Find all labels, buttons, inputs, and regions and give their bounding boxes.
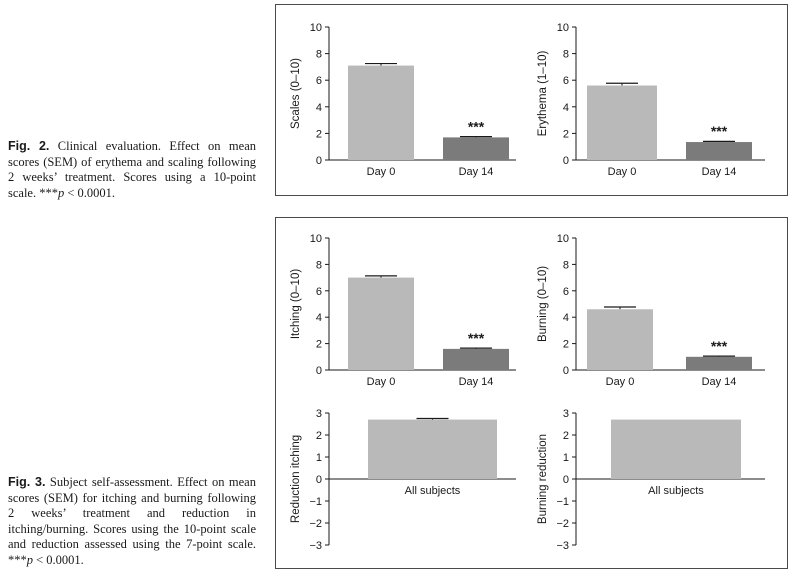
figure-3-caption: Fig. 3. Subject self-assessment. Effect … xyxy=(8,475,256,568)
y-tick-label: 10 xyxy=(557,22,569,34)
y-tick-label: 4 xyxy=(563,102,569,114)
y-tick-label: 2 xyxy=(316,339,322,351)
y-axis-label: Reduction itching xyxy=(290,435,302,523)
y-tick-label: −1 xyxy=(309,496,322,508)
y-tick-label: 8 xyxy=(316,49,322,61)
figure-2-caption: Fig. 2. Clinical evaluation. Effect on m… xyxy=(8,139,256,201)
figure-2-caption-tail: < 0.0001. xyxy=(64,185,116,200)
y-axis-label: Burning (0–10) xyxy=(537,266,549,342)
y-tick-label: 1 xyxy=(563,452,569,464)
figure-3-label: Fig. 3. xyxy=(8,475,46,489)
y-tick-label: 6 xyxy=(563,286,569,298)
significance-marker: *** xyxy=(468,118,485,134)
category-label: Day 14 xyxy=(702,166,737,178)
y-tick-label: 10 xyxy=(557,233,569,245)
y-tick-label: 1 xyxy=(316,452,322,464)
significance-marker: *** xyxy=(711,123,728,139)
y-tick-label: 0 xyxy=(316,474,322,486)
scales-chart: 0 2 4 6 8 10 Scales (0–10) Day 0 *** Day 14 xyxy=(290,22,516,178)
category-label: Day 0 xyxy=(367,166,396,178)
y-tick-label: 10 xyxy=(310,22,322,34)
y-tick-label: 3 xyxy=(563,408,569,420)
bar xyxy=(443,137,509,160)
significance-marker: *** xyxy=(711,338,728,354)
y-tick-label: 0 xyxy=(316,365,322,377)
y-tick-label: 0 xyxy=(563,155,569,167)
figure-3-p-symbol: p xyxy=(26,552,33,567)
bar xyxy=(348,65,414,160)
bar xyxy=(368,419,497,479)
y-tick-label: −1 xyxy=(556,496,569,508)
bar xyxy=(587,85,657,160)
category-label: Day 14 xyxy=(459,166,494,178)
bar xyxy=(587,309,653,370)
bar xyxy=(611,419,741,479)
y-axis-label: Erythema (1–10) xyxy=(537,51,549,137)
y-tick-label: 4 xyxy=(563,312,569,324)
y-tick-label: 10 xyxy=(310,233,322,245)
figure-3-panel xyxy=(275,217,788,569)
category-label: All subjects xyxy=(648,485,704,497)
reduction-itching-chart: −3 −2 −1 0 1 2 3 Reduction itching All subjects xyxy=(290,408,516,552)
bar xyxy=(686,142,752,160)
y-tick-label: −2 xyxy=(556,518,569,530)
bar xyxy=(686,356,752,370)
y-tick-label: 8 xyxy=(563,49,569,61)
y-tick-label: 2 xyxy=(316,430,322,442)
category-label: Day 0 xyxy=(606,376,635,388)
y-tick-label: 4 xyxy=(316,102,322,114)
category-label: Day 14 xyxy=(459,376,494,388)
y-tick-label: 2 xyxy=(316,128,322,140)
y-tick-label: 2 xyxy=(563,128,569,140)
category-label: Day 14 xyxy=(702,376,737,388)
bar xyxy=(443,348,509,370)
figure-2-caption-text: Clinical evaluation. Effect on mean scor… xyxy=(8,139,256,200)
y-tick-label: −3 xyxy=(556,540,569,552)
category-label: Day 0 xyxy=(367,376,396,388)
burning-reduction-chart: −3 −2 −1 0 1 2 3 Burning reduction All subjects xyxy=(537,408,765,552)
y-axis-label: Burning reduction xyxy=(537,434,549,524)
y-tick-label: −3 xyxy=(309,540,322,552)
y-axis-label: Itching (0–10) xyxy=(290,269,302,339)
y-tick-label: 2 xyxy=(563,339,569,351)
significance-marker: *** xyxy=(468,330,485,346)
y-tick-label: 0 xyxy=(316,155,322,167)
y-tick-label: 8 xyxy=(563,259,569,271)
y-tick-label: −2 xyxy=(309,518,322,530)
y-tick-label: 6 xyxy=(316,75,322,87)
category-label: All subjects xyxy=(405,485,461,497)
y-tick-label: 4 xyxy=(316,312,322,324)
bar xyxy=(348,277,414,370)
y-tick-label: 0 xyxy=(563,474,569,486)
figure-2-p-symbol: p xyxy=(57,185,65,200)
y-tick-label: 3 xyxy=(316,408,322,420)
itching-chart: 0 2 4 6 8 10 Itching (0–10) Day 0 *** Day 14 xyxy=(290,233,516,388)
y-tick-label: 6 xyxy=(563,75,569,87)
category-label: Day 0 xyxy=(608,166,637,178)
burning-chart: 0 2 4 6 8 10 Burning (0–10) Day 0 *** Day 14 xyxy=(537,233,765,388)
y-tick-label: 8 xyxy=(316,259,322,271)
y-axis-label: Scales (0–10) xyxy=(290,58,302,129)
y-tick-label: 0 xyxy=(563,365,569,377)
figure-2-label: Fig. 2. xyxy=(8,139,50,153)
y-tick-label: 2 xyxy=(563,430,569,442)
y-tick-label: 6 xyxy=(316,286,322,298)
figure-3-caption-text: Subject self-assessment. Effect on mean … xyxy=(8,475,256,567)
erythema-chart: 0 2 4 6 8 10 Erythema (1–10) Day 0 *** Day 14 xyxy=(537,22,765,178)
figure-3-caption-tail: < 0.0001. xyxy=(33,552,84,567)
